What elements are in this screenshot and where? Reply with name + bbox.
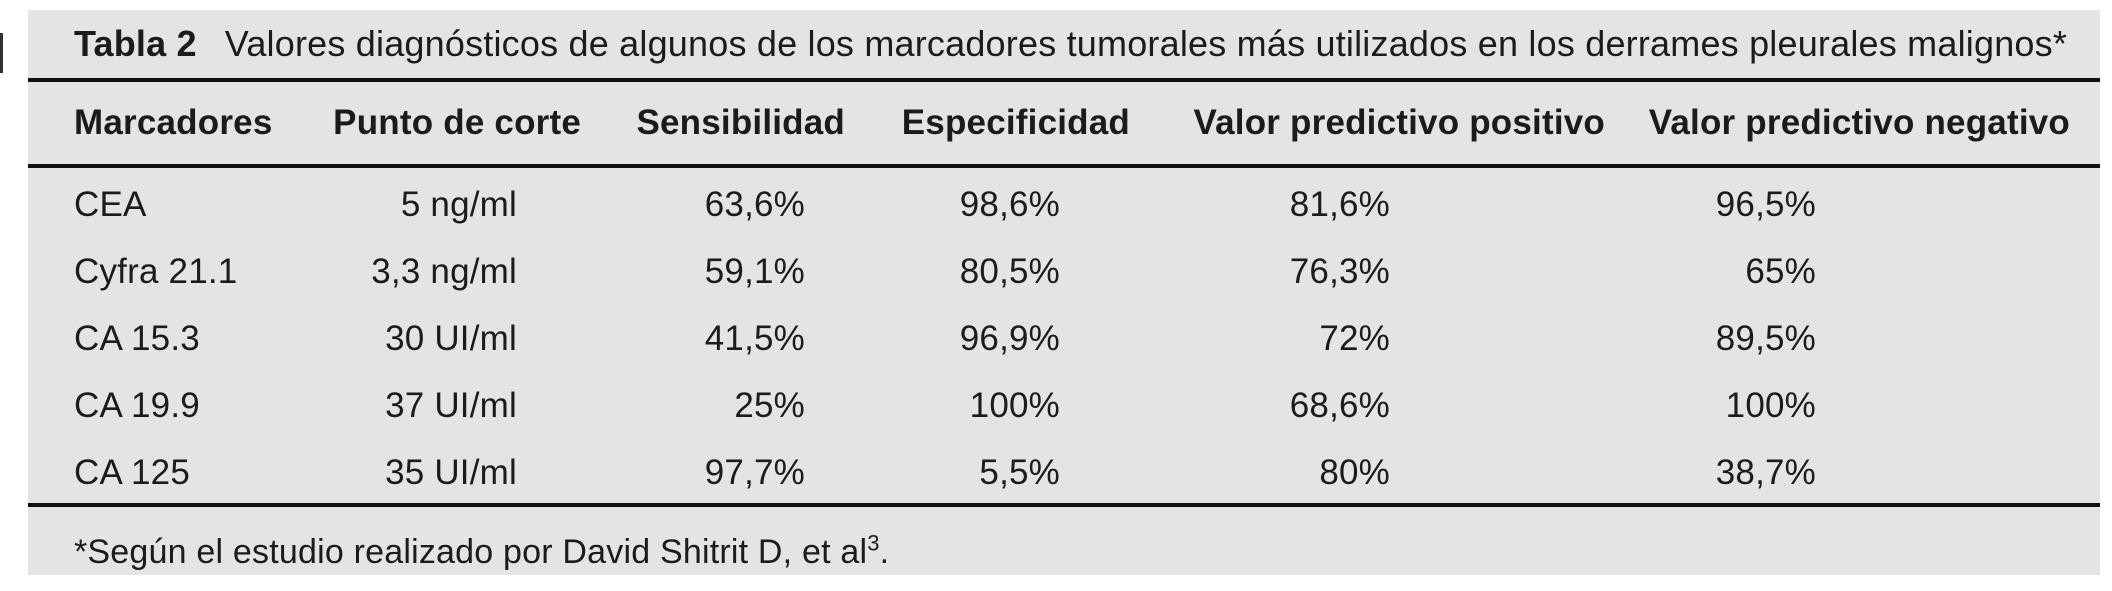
footnote-text: *Según el estudio realizado por David Sh… [74, 533, 868, 571]
table-cell: 81,6% [1289, 184, 1390, 224]
col-header-especificidad: Especificidad [845, 80, 1130, 168]
table-cell: 96,9% [959, 318, 1060, 358]
table-cell: 30 UI/ml [385, 318, 517, 358]
table-cell: 38,7% [1715, 452, 1816, 492]
table-cell: 3,3 ng/ml [371, 251, 517, 291]
table-cell: 35 UI/ml [385, 452, 517, 492]
table-cell: Cyfra 21.1 [74, 251, 238, 291]
markers-table: Marcadores Punto de corte Sensibilidad E… [28, 78, 2100, 507]
table-cell: 97,7% [704, 452, 805, 492]
table-cell: 80% [1319, 452, 1390, 492]
table-cell: 41,5% [704, 318, 805, 358]
table-cell: 5,5% [979, 452, 1060, 492]
table-cell: 96,5% [1715, 184, 1816, 224]
table-row-ca125: CA 125 35 UI/ml 97,7% 5,5% 80% 38,7% [28, 436, 2100, 505]
table-cell: 98,6% [959, 184, 1060, 224]
table-caption: Tabla 2 Valores diagnósticos de algunos … [28, 10, 2100, 78]
footnote-period: . [879, 533, 890, 571]
table-cell: 59,1% [704, 251, 805, 291]
col-header-marcadores: Marcadores [28, 80, 300, 168]
table-cell: 72% [1319, 318, 1390, 358]
table-row-cea: CEA 5 ng/ml 63,6% 98,6% 81,6% 96,5% [28, 166, 2100, 235]
table-cell: CA 125 [74, 452, 191, 492]
table-row-ca199: CA 19.9 37 UI/ml 25% 100% 68,6% 100% [28, 369, 2100, 436]
col-header-valor-predictivo-positivo: Valor predictivo positivo [1130, 80, 1605, 168]
table-header-row: Marcadores Punto de corte Sensibilidad E… [28, 80, 2100, 168]
table-cell: 100% [969, 385, 1060, 425]
col-header-valor-predictivo-negativo: Valor predictivo negativo [1605, 80, 2100, 168]
table-cell: CA 15.3 [74, 318, 200, 358]
table-cell: 100% [1725, 385, 1816, 425]
table-cell: 80,5% [959, 251, 1060, 291]
table-panel: Tabla 2 Valores diagnósticos de algunos … [28, 10, 2100, 575]
table-footnote: *Según el estudio realizado por David Sh… [28, 507, 2100, 572]
table-caption-text: Valores diagnósticos de algunos de los m… [224, 23, 2068, 64]
table-cell: 63,6% [704, 184, 805, 224]
footnote-reference-superscript: 3 [867, 530, 880, 556]
table-cell: 76,3% [1289, 251, 1390, 291]
table-cell: 37 UI/ml [385, 385, 517, 425]
scan-artifact-mark [0, 33, 3, 73]
table-caption-label: Tabla 2 [74, 23, 197, 64]
table-row-ca153: CA 15.3 30 UI/ml 41,5% 96,9% 72% 89,5% [28, 302, 2100, 369]
table-cell: CEA [74, 184, 147, 224]
table-cell: CA 19.9 [74, 385, 200, 425]
table-cell: 89,5% [1715, 318, 1816, 358]
col-header-sensibilidad: Sensibilidad [581, 80, 845, 168]
table-cell: 65% [1745, 251, 1816, 291]
table-cell: 68,6% [1289, 385, 1390, 425]
table-cell: 25% [734, 385, 805, 425]
table-row-cyfra: Cyfra 21.1 3,3 ng/ml 59,1% 80,5% 76,3% 6… [28, 235, 2100, 302]
col-header-punto-de-corte: Punto de corte [300, 80, 581, 168]
table-cell: 5 ng/ml [400, 184, 517, 224]
